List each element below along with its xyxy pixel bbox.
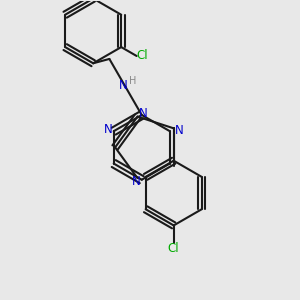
Text: N: N [103, 123, 112, 136]
Text: Cl: Cl [137, 50, 148, 62]
Text: N: N [138, 107, 147, 120]
Text: H: H [129, 76, 136, 86]
Text: Cl: Cl [168, 242, 179, 255]
Text: N: N [131, 175, 140, 188]
Text: N: N [175, 124, 183, 137]
Text: N: N [118, 79, 127, 92]
